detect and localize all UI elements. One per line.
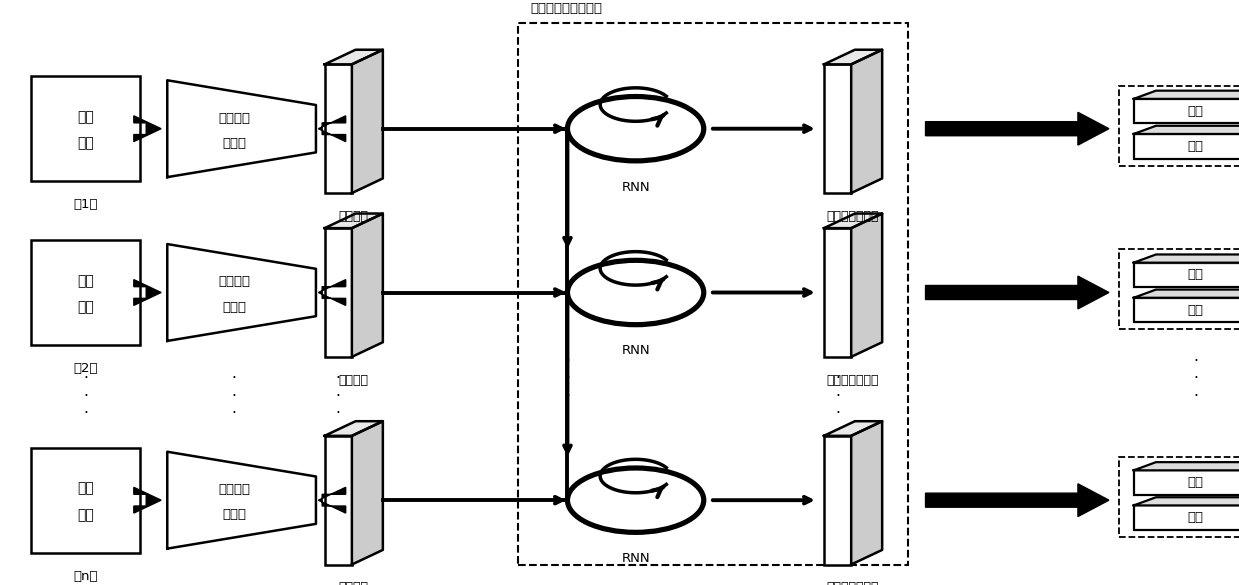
Polygon shape [352,50,383,193]
Text: 图像: 图像 [77,136,94,150]
Polygon shape [318,280,346,305]
Bar [1134,298,1239,322]
Text: 分类: 分类 [1188,269,1203,281]
Polygon shape [1134,91,1239,99]
Text: 分类: 分类 [1188,476,1203,489]
Text: 图像: 图像 [77,300,94,314]
Text: 融合特征: 融合特征 [338,210,369,223]
Bar [31,76,140,181]
Bar [1134,99,1239,123]
Text: 特征提取: 特征提取 [218,276,250,288]
Text: 特征提取: 特征提取 [218,112,250,125]
Text: 定位: 定位 [1188,511,1203,524]
Circle shape [567,260,704,325]
Text: 与融合: 与融合 [222,508,247,521]
Bar [1119,85,1239,166]
Polygon shape [134,487,161,513]
Bar [1134,505,1239,530]
Text: 输入: 输入 [77,274,94,288]
Text: RNN: RNN [621,552,650,565]
Text: 融合特征: 融合特征 [338,374,369,387]
Text: 第n帧: 第n帧 [73,570,98,583]
Text: ·
·
·: · · · [336,371,341,421]
Bar [1119,457,1239,537]
Polygon shape [325,50,383,64]
Text: 时间上下文特征: 时间上下文特征 [826,581,880,585]
Bar [1119,249,1239,329]
Text: 特征提取: 特征提取 [218,483,250,496]
Bar [824,228,851,357]
Polygon shape [824,50,882,64]
Circle shape [567,97,704,161]
Text: ·
·
·: · · · [232,371,237,421]
Bar [325,436,352,565]
Text: 分类: 分类 [1188,105,1203,118]
Text: 定位: 定位 [1188,140,1203,153]
Text: 输入: 输入 [77,110,94,124]
Text: 图像: 图像 [77,508,94,522]
Bar [31,448,140,553]
Bar [824,64,851,193]
Polygon shape [134,116,161,142]
Text: RNN: RNN [621,345,650,357]
Bar [1134,470,1239,495]
Text: ·
·
·: · · · [1193,354,1198,404]
Text: 时间上下文特征: 时间上下文特征 [826,210,880,223]
Polygon shape [325,214,383,228]
Polygon shape [352,214,383,357]
Polygon shape [1134,126,1239,134]
Text: 输入: 输入 [77,481,94,495]
Polygon shape [1134,254,1239,263]
Text: ·
·
·: · · · [83,371,88,421]
Polygon shape [851,214,882,357]
Polygon shape [926,112,1109,145]
Text: ·
·
·: · · · [565,354,570,404]
Text: 与融合: 与融合 [222,301,247,314]
Polygon shape [167,244,316,341]
Bar [824,436,851,565]
Text: RNN: RNN [621,181,650,194]
Polygon shape [318,487,346,513]
Polygon shape [1134,497,1239,505]
Bar [325,64,352,193]
Bar [1134,263,1239,287]
Polygon shape [1134,290,1239,298]
Polygon shape [851,421,882,565]
Polygon shape [318,116,346,142]
Bar [518,23,908,565]
Text: 定位: 定位 [1188,304,1203,316]
Polygon shape [167,80,316,177]
Bar [325,228,352,357]
Polygon shape [352,421,383,565]
Polygon shape [1134,462,1239,470]
Text: 融合特征: 融合特征 [338,581,369,585]
Text: 第1帧: 第1帧 [73,198,98,211]
Text: 时间上下文信息学习: 时间上下文信息学习 [530,2,602,15]
Polygon shape [824,214,882,228]
Text: ·
·
·: · · · [835,371,840,421]
Polygon shape [167,452,316,549]
Polygon shape [926,484,1109,517]
Circle shape [567,468,704,532]
Polygon shape [325,421,383,436]
Text: 时间上下文特征: 时间上下文特征 [826,374,880,387]
Text: 与融合: 与融合 [222,137,247,150]
Bar [1134,134,1239,159]
Bar [31,240,140,345]
Polygon shape [824,421,882,436]
Polygon shape [134,280,161,305]
Text: 第2帧: 第2帧 [73,362,98,375]
Polygon shape [926,276,1109,309]
Polygon shape [851,50,882,193]
